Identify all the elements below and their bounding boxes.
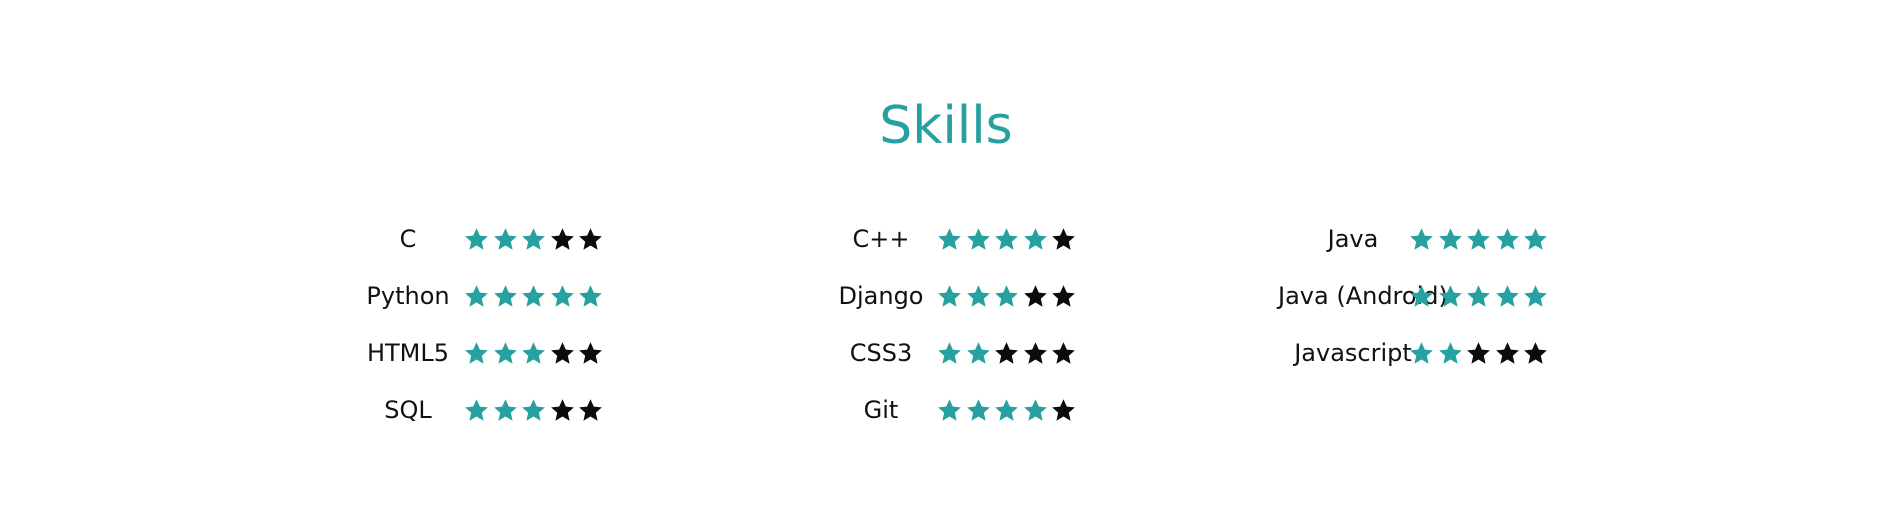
- star-filled-icon: [1523, 227, 1548, 252]
- skill-row: CSS3: [806, 328, 1226, 385]
- star-empty-icon: [1023, 341, 1048, 366]
- star-empty-icon: [550, 227, 575, 252]
- star-empty-icon: [1495, 341, 1520, 366]
- star-filled-icon: [966, 284, 991, 309]
- skill-row: Java (Android): [1278, 271, 1698, 328]
- skill-rating: [937, 395, 1080, 425]
- star-filled-icon: [994, 284, 1019, 309]
- skill-row: HTML5: [333, 328, 753, 385]
- star-empty-icon: [1051, 227, 1076, 252]
- skill-name: Java: [1327, 225, 1379, 253]
- star-filled-icon: [493, 227, 518, 252]
- skill-rating: [464, 338, 607, 368]
- star-filled-icon: [1023, 398, 1048, 423]
- skill-rating: [464, 395, 607, 425]
- star-filled-icon: [1438, 341, 1463, 366]
- star-filled-icon: [521, 284, 546, 309]
- star-filled-icon: [521, 341, 546, 366]
- section-title: Skills: [879, 96, 1013, 156]
- skill-row: C++: [806, 214, 1226, 271]
- skill-name: Python: [366, 282, 450, 310]
- skill-row: Django: [806, 271, 1226, 328]
- skills-column-1: C Python HTML5 SQL: [333, 214, 753, 442]
- star-filled-icon: [1023, 227, 1048, 252]
- star-filled-icon: [464, 398, 489, 423]
- skill-name: HTML5: [366, 339, 450, 367]
- star-filled-icon: [550, 284, 575, 309]
- star-filled-icon: [937, 398, 962, 423]
- star-empty-icon: [1051, 341, 1076, 366]
- star-empty-icon: [1023, 284, 1048, 309]
- star-empty-icon: [994, 341, 1019, 366]
- star-filled-icon: [1495, 284, 1520, 309]
- skill-rating: [937, 224, 1080, 254]
- star-filled-icon: [493, 398, 518, 423]
- star-filled-icon: [1466, 284, 1491, 309]
- star-filled-icon: [1409, 284, 1434, 309]
- skill-name: Java (Android): [1278, 282, 1448, 310]
- skill-name: C: [399, 225, 417, 253]
- star-filled-icon: [1495, 227, 1520, 252]
- star-empty-icon: [1523, 341, 1548, 366]
- star-empty-icon: [1051, 284, 1076, 309]
- star-filled-icon: [1409, 227, 1434, 252]
- star-filled-icon: [493, 341, 518, 366]
- skill-rating: [1409, 224, 1552, 254]
- star-filled-icon: [994, 398, 1019, 423]
- star-filled-icon: [994, 227, 1019, 252]
- skills-column-3: Java Java (Android) Javascript: [1278, 214, 1698, 385]
- star-empty-icon: [550, 341, 575, 366]
- skill-rating: [1409, 338, 1552, 368]
- skill-name: SQL: [384, 396, 432, 424]
- star-filled-icon: [578, 284, 603, 309]
- star-filled-icon: [1409, 341, 1434, 366]
- skill-row: Python: [333, 271, 753, 328]
- star-filled-icon: [493, 284, 518, 309]
- star-empty-icon: [578, 227, 603, 252]
- skill-rating: [937, 338, 1080, 368]
- star-filled-icon: [1466, 227, 1491, 252]
- skill-row: Javascript: [1278, 328, 1698, 385]
- star-filled-icon: [1438, 227, 1463, 252]
- star-filled-icon: [966, 398, 991, 423]
- star-filled-icon: [464, 227, 489, 252]
- star-filled-icon: [937, 227, 962, 252]
- star-filled-icon: [1523, 284, 1548, 309]
- star-filled-icon: [464, 284, 489, 309]
- skill-name: Javascript: [1294, 339, 1412, 367]
- skill-name: Django: [838, 282, 924, 310]
- skill-rating: [464, 281, 607, 311]
- star-empty-icon: [1466, 341, 1491, 366]
- star-filled-icon: [937, 284, 962, 309]
- skill-name: C++: [852, 225, 910, 253]
- star-empty-icon: [578, 398, 603, 423]
- skill-name: CSS3: [849, 339, 913, 367]
- star-filled-icon: [937, 341, 962, 366]
- star-empty-icon: [550, 398, 575, 423]
- skills-column-2: C++ Django CSS3 Git: [806, 214, 1226, 442]
- skill-row: Git: [806, 385, 1226, 442]
- skill-row: Java: [1278, 214, 1698, 271]
- skill-row: C: [333, 214, 753, 271]
- star-filled-icon: [464, 341, 489, 366]
- star-empty-icon: [578, 341, 603, 366]
- skill-row: SQL: [333, 385, 753, 442]
- skill-name: Git: [863, 396, 899, 424]
- star-filled-icon: [966, 341, 991, 366]
- star-filled-icon: [966, 227, 991, 252]
- skill-rating: [464, 224, 607, 254]
- skill-rating: [1409, 281, 1552, 311]
- skill-rating: [937, 281, 1080, 311]
- star-filled-icon: [1438, 284, 1463, 309]
- star-filled-icon: [521, 227, 546, 252]
- star-filled-icon: [521, 398, 546, 423]
- star-empty-icon: [1051, 398, 1076, 423]
